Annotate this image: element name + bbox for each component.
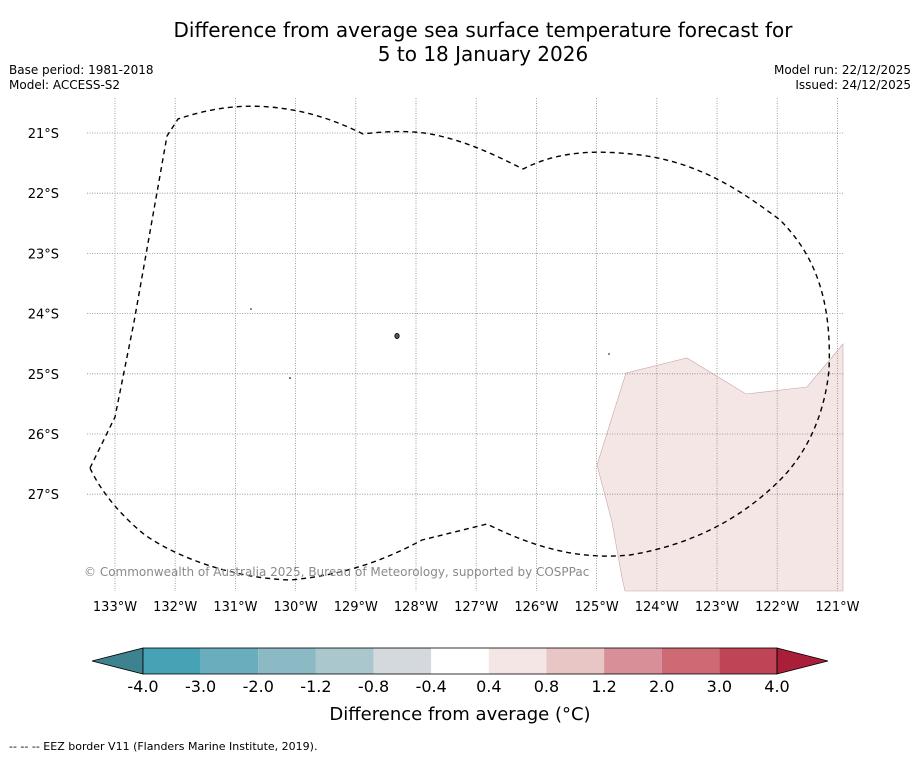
latitude-label: 26°S — [28, 428, 59, 443]
latitude-label: 23°S — [28, 247, 59, 262]
colorbar-segment — [546, 648, 605, 674]
base-period: Base period: 1981-2018 — [9, 63, 154, 77]
latitude-label: 27°S — [28, 488, 59, 503]
colorbar-tick-label: -0.8 — [357, 677, 390, 696]
longitude-label: 125°W — [575, 600, 619, 615]
chart-title: Difference from average sea surface temp… — [0, 18, 919, 66]
meta-left: Base period: 1981-2018 Model: ACCESS-S2 — [9, 63, 154, 93]
latitude-labels: 21°S 22°S 23°S 24°S 25°S 26°S 27°S — [28, 127, 59, 503]
colorbar-segment — [661, 648, 720, 674]
title-line-2: 5 to 18 January 2026 — [377, 42, 589, 66]
colorbar-segment — [373, 648, 432, 674]
latitude-label: 22°S — [28, 187, 59, 202]
longitude-label: 131°W — [213, 600, 257, 615]
colorbar-tick-label: 2.0 — [648, 677, 675, 696]
issued-date: Issued: 24/12/2025 — [795, 78, 911, 92]
colorbar-frame — [142, 647, 778, 675]
anomaly-region — [596, 343, 844, 592]
colorbar-under-arrow — [91, 647, 144, 675]
longitude-label: 130°W — [274, 600, 318, 615]
longitude-label: 129°W — [334, 600, 378, 615]
gridlines — [87, 98, 843, 591]
title-line-1: Difference from average sea surface temp… — [173, 18, 793, 42]
eez-border — [89, 105, 831, 581]
longitude-label: 128°W — [394, 600, 438, 615]
colorbar-tick-label: -0.4 — [415, 677, 447, 696]
colorbar-segment — [315, 648, 374, 674]
longitude-label: 133°W — [93, 600, 137, 615]
island-1 — [250, 308, 252, 310]
colorbar-over-arrow — [776, 647, 829, 675]
latitude-label: 25°S — [28, 368, 59, 383]
longitude-label: 122°W — [755, 600, 799, 615]
model-run: Model run: 22/12/2025 — [773, 63, 911, 77]
colorbar-tick-label: 0.4 — [476, 677, 502, 696]
longitude-label: 121°W — [815, 600, 859, 615]
island-4 — [608, 353, 610, 355]
copyright-text: © Commonwealth of Australia 2025, Bureau… — [84, 565, 590, 579]
latitude-label: 21°S — [28, 127, 59, 142]
colorbar-tick-label: 3.0 — [706, 677, 733, 696]
colorbar-segment — [200, 648, 259, 674]
colorbar-tick-label: -2.0 — [242, 677, 274, 696]
colorbar-segment — [143, 648, 201, 674]
longitude-label: 126°W — [514, 600, 558, 615]
model-name: Model: ACCESS-S2 — [9, 78, 121, 92]
longitude-label: 124°W — [635, 600, 679, 615]
longitude-label: 123°W — [695, 600, 739, 615]
colorbar-tick-label: -4.0 — [127, 677, 159, 696]
colorbar-tick-label: 1.2 — [591, 677, 617, 696]
island-2 — [394, 332, 400, 339]
colorbar-segment — [719, 648, 777, 674]
colorbar-tick-label: 4.0 — [764, 677, 790, 696]
longitude-label: 127°W — [454, 600, 498, 615]
meta-right: Model run: 22/12/2025 Issued: 24/12/2025 — [774, 63, 911, 93]
colorbar-tick-label: 0.8 — [533, 677, 560, 696]
colorbar-segment — [488, 648, 547, 674]
colorbar-tick-label: -3.0 — [185, 677, 217, 696]
eez-footnote: -- -- -- EEZ border V11 (Flanders Marine… — [9, 740, 318, 753]
longitude-labels: 133°W 132°W 131°W 130°W 129°W 128°W 127°W 126°W… — [93, 600, 860, 615]
latitude-label: 24°S — [28, 308, 59, 323]
colorbar-tick-label: -1.2 — [300, 677, 332, 696]
colorbar-segment — [258, 648, 316, 674]
colorbar-title: Difference from average (°C) — [329, 704, 591, 725]
longitude-label: 132°W — [153, 600, 197, 615]
colorbar-segment — [604, 648, 662, 674]
colorbar — [91, 647, 829, 675]
island-3 — [288, 377, 292, 379]
colorbar-segment — [431, 648, 489, 674]
